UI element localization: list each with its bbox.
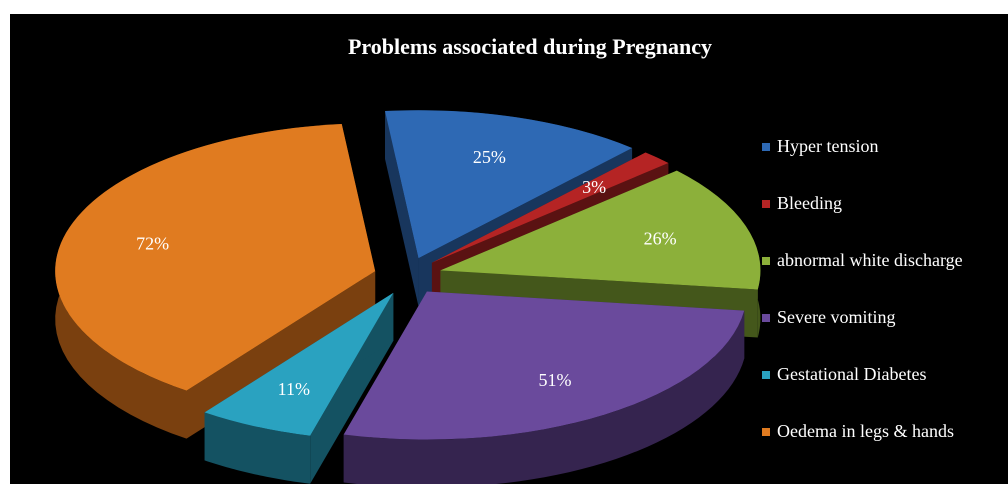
data-label: 72% bbox=[136, 233, 169, 253]
legend-item: Gestational Diabetes bbox=[762, 346, 963, 403]
legend-label: Bleeding bbox=[777, 193, 842, 213]
legend-swatch bbox=[762, 370, 770, 379]
legend-swatch bbox=[762, 199, 770, 208]
data-label: 3% bbox=[582, 177, 606, 197]
legend-label: abnormal white discharge bbox=[777, 250, 963, 270]
legend-swatch bbox=[762, 313, 770, 322]
pie-slice-gestational-diabetes bbox=[204, 292, 394, 484]
pie-chart: 25% 3% 26% 51% 11% 72% bbox=[55, 110, 761, 484]
legend-swatch bbox=[762, 427, 770, 436]
data-label: 26% bbox=[644, 228, 677, 248]
legend-label: Hyper tension bbox=[777, 136, 879, 156]
legend-item: Bleeding bbox=[762, 175, 963, 232]
legend-item: Severe vomiting bbox=[762, 289, 963, 346]
data-label: 51% bbox=[538, 370, 571, 390]
legend-item: Hyper tension bbox=[762, 118, 963, 175]
chart-legend: Hyper tension Bleeding abnormal white disc… bbox=[762, 118, 963, 460]
legend-item: abnormal white discharge bbox=[762, 232, 963, 289]
data-label: 11% bbox=[278, 379, 310, 399]
chart-title: Problems associated during Pregnancy bbox=[347, 34, 713, 59]
data-label: 25% bbox=[473, 147, 506, 167]
legend-label: Oedema in legs & hands bbox=[777, 421, 954, 441]
legend-label: Severe vomiting bbox=[777, 307, 896, 327]
chart-area: Problems associated during Pregnancy 25%… bbox=[10, 14, 1008, 484]
legend-item: Oedema in legs & hands bbox=[762, 403, 963, 460]
legend-swatch bbox=[762, 256, 770, 265]
legend-swatch bbox=[762, 142, 770, 151]
legend-label: Gestational Diabetes bbox=[777, 364, 927, 384]
pie-slice-severe-vomiting bbox=[343, 291, 745, 484]
